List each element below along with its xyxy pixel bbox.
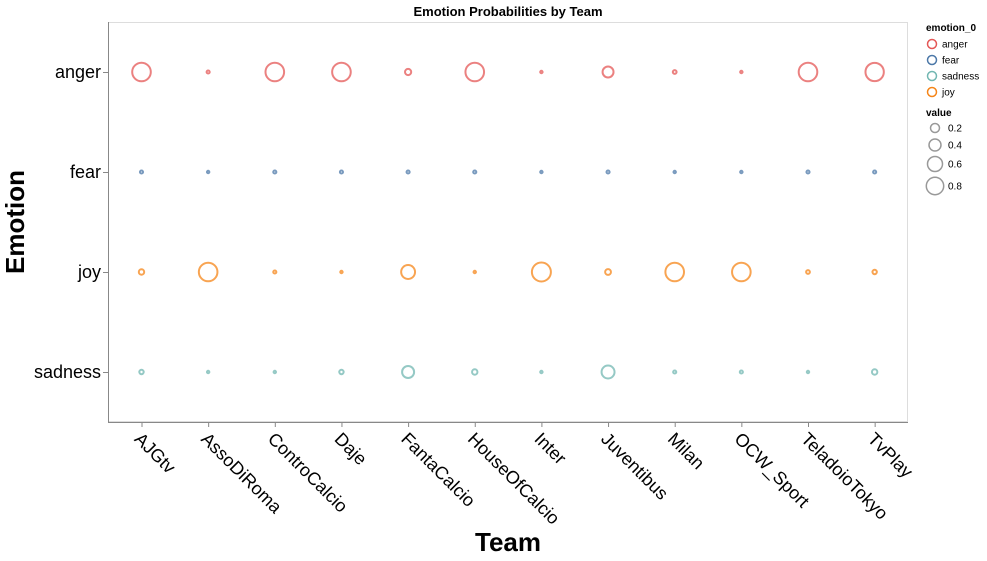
point-sadness <box>600 364 616 380</box>
point-sadness <box>205 369 211 375</box>
point-joy <box>339 269 344 275</box>
point-joy <box>472 269 477 275</box>
point-fear <box>739 169 744 175</box>
legend-size-label: 0.4 <box>948 141 962 152</box>
chart-title: Emotion Probabilities by Team <box>413 4 602 19</box>
point-fear <box>605 169 611 175</box>
point-joy <box>137 268 146 276</box>
legend-label-anger: anger <box>942 40 968 51</box>
x-tick-label: Daje <box>331 429 371 469</box>
point-sadness <box>870 368 879 376</box>
point-fear <box>272 169 278 175</box>
point-fear <box>672 169 677 175</box>
point-joy <box>197 261 219 283</box>
point-fear <box>338 169 345 175</box>
point-anger <box>601 65 615 79</box>
point-fear <box>872 169 878 175</box>
x-axis-title: Team <box>475 527 541 557</box>
point-fear <box>539 169 544 175</box>
point-anger <box>264 61 286 83</box>
point-joy <box>805 269 811 275</box>
legend-size-swatch <box>926 155 944 173</box>
axis-ticks <box>103 22 908 427</box>
point-fear <box>805 169 811 175</box>
x-tick-label: Inter <box>531 429 571 469</box>
point-anger <box>539 69 544 75</box>
point-fear <box>138 169 145 175</box>
y-tick-labels: anger fear joy sadness <box>34 62 101 382</box>
legend-size-label: 0.8 <box>948 182 962 193</box>
point-sadness <box>138 368 145 376</box>
point-fear <box>405 169 411 175</box>
legend-swatch-fear <box>926 54 938 66</box>
point-joy <box>604 268 612 276</box>
y-tick-label: anger <box>55 62 101 82</box>
point-joy <box>400 264 417 280</box>
point-joy <box>664 261 686 283</box>
y-axis-title: Emotion <box>0 170 30 274</box>
legend-size-label: 0.2 <box>948 124 962 135</box>
point-anger <box>464 61 486 83</box>
point-anger <box>404 67 413 77</box>
legend-color-title: emotion_0 <box>926 23 976 34</box>
point-joy <box>731 261 752 283</box>
x-tick-label: Milan <box>664 429 709 474</box>
legend-label-sadness: sadness <box>942 72 979 83</box>
point-joy <box>272 269 278 275</box>
plot-frame <box>108 22 908 422</box>
x-tick-label: Juventibus <box>597 429 672 504</box>
point-anger <box>739 69 744 75</box>
legend-size-title: value <box>926 108 952 119</box>
point-sadness <box>672 369 678 375</box>
point-joy <box>871 268 878 276</box>
x-tick-label: AJGtv <box>131 429 180 478</box>
point-anger <box>205 69 211 75</box>
x-tick-label: TvPlay <box>864 429 917 482</box>
point-sadness <box>471 368 479 376</box>
y-tick-label: joy <box>77 262 101 282</box>
point-sadness <box>738 369 744 375</box>
legend-label-joy: joy <box>941 88 955 99</box>
legend-label-fear: fear <box>942 56 960 67</box>
legend-size-swatch <box>925 176 945 196</box>
point-sadness <box>805 369 811 375</box>
legend-swatch-anger <box>926 38 938 50</box>
point-fear <box>205 169 211 175</box>
data-points <box>131 61 885 380</box>
point-anger <box>131 61 152 83</box>
point-sadness <box>272 369 277 375</box>
legend-swatch-sadness <box>926 70 938 82</box>
y-tick-label: fear <box>70 162 101 182</box>
point-sadness <box>401 364 416 380</box>
point-sadness <box>539 369 544 375</box>
point-joy <box>530 261 552 283</box>
point-sadness <box>338 368 345 376</box>
legend-size-swatch <box>928 138 942 152</box>
legend-swatch-joy <box>926 86 938 98</box>
point-anger <box>671 69 678 75</box>
y-tick-label: sadness <box>34 362 101 382</box>
point-anger <box>864 61 885 83</box>
point-anger <box>797 61 819 83</box>
point-anger <box>331 61 352 83</box>
legend-size-label: 0.6 <box>948 160 962 171</box>
legend-size-swatch <box>929 122 941 134</box>
point-fear <box>472 169 478 175</box>
